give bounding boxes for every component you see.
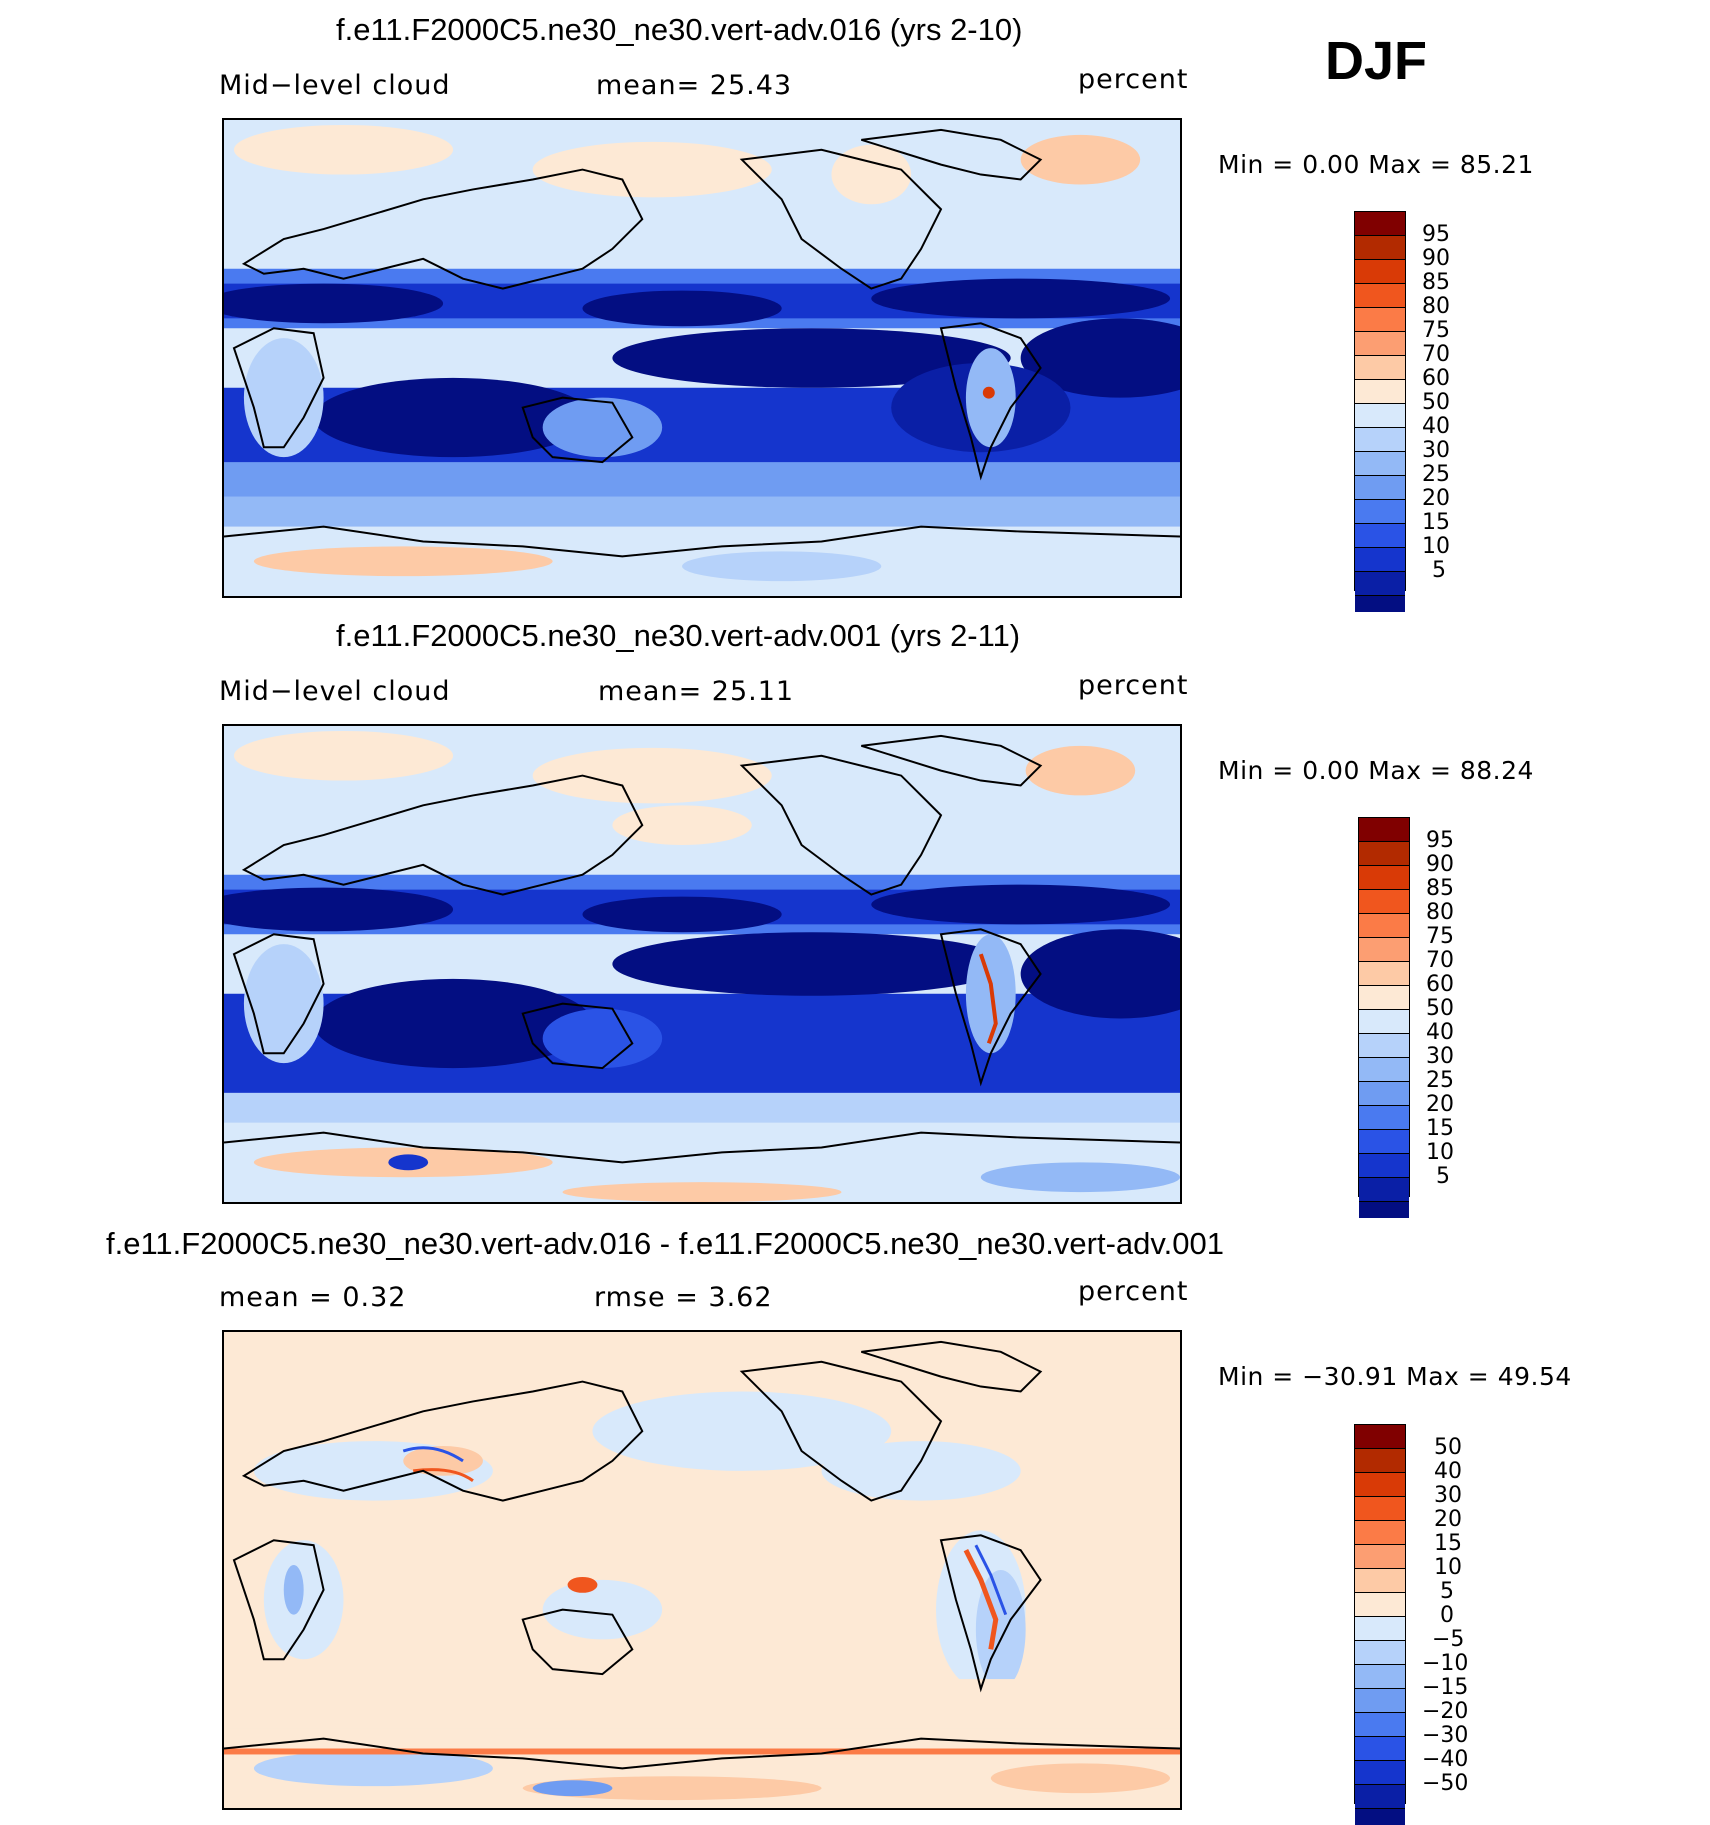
- panel3-colorbar-label: −20: [1422, 1699, 1469, 1724]
- panel3-colorbar-label: −5: [1432, 1627, 1465, 1652]
- panel1-colorbar-label: 75: [1422, 318, 1450, 343]
- panel2-colorbar-label: 50: [1426, 996, 1454, 1021]
- panel1-colorbar-label: 10: [1422, 534, 1450, 559]
- panel3-colorbar-label: −15: [1422, 1675, 1469, 1700]
- panel2-colorbar-label: 85: [1426, 876, 1454, 901]
- panel1-colorbar-label: 60: [1422, 366, 1450, 391]
- panel1-colorbar-label: 40: [1422, 414, 1450, 439]
- panel1-colorbar-label: 95: [1422, 222, 1450, 247]
- panel3-colorbar-label: −50: [1422, 1771, 1469, 1796]
- panel2-colorbar-label: 5: [1436, 1164, 1450, 1189]
- panel1-colorbar-label: 20: [1422, 486, 1450, 511]
- panel3-colorbar-label: −30: [1422, 1723, 1469, 1748]
- panel3-colorbar: [1354, 1424, 1406, 1825]
- panel3-mean-label: mean = 0.32: [219, 1282, 407, 1313]
- panel1-colorbar-label: 80: [1422, 294, 1450, 319]
- panel2-colorbar-label: 95: [1426, 828, 1454, 853]
- panel3-colorbar-label: 5: [1440, 1579, 1454, 1604]
- panel3-colorbar-label: 40: [1434, 1459, 1462, 1484]
- panel3-colorbar-label: 50: [1434, 1435, 1462, 1460]
- panel3-colorbar-label: 10: [1434, 1555, 1462, 1580]
- panel1-colorbar-label: 30: [1422, 438, 1450, 463]
- panel1-colorbar-label: 5: [1432, 558, 1446, 583]
- panel2-title: f.e11.F2000C5.ne30_ne30.vert-adv.001 (yr…: [336, 618, 1021, 653]
- panel1-map-field: [224, 120, 1180, 596]
- panel1-mean-label: mean= 25.43: [596, 70, 793, 101]
- panel3-colorbar-label: −40: [1422, 1747, 1469, 1772]
- panel1-colorbar-label: 15: [1422, 510, 1450, 535]
- panel2-colorbar-label: 60: [1426, 972, 1454, 997]
- panel1-colorbar-label: 70: [1422, 342, 1450, 367]
- panel1-map: [222, 118, 1182, 598]
- panel2-colorbar-label: 15: [1426, 1116, 1454, 1141]
- panel3-map: [222, 1330, 1182, 1810]
- panel1-colorbar-label: 85: [1422, 270, 1450, 295]
- season-label: DJF: [1325, 31, 1428, 91]
- panel2-colorbar-label: 30: [1426, 1044, 1454, 1069]
- panel1-colorbar-label: 90: [1422, 246, 1450, 271]
- panel2-colorbar-label: 90: [1426, 852, 1454, 877]
- panel1-units-label: percent: [1078, 64, 1189, 95]
- panel3-units-label: percent: [1078, 1276, 1189, 1307]
- panel1-title: f.e11.F2000C5.ne30_ne30.vert-adv.016 (yr…: [336, 12, 1023, 47]
- panel3-colorbar-label: 0: [1440, 1603, 1454, 1628]
- panel2-colorbar-label: 75: [1426, 924, 1454, 949]
- panel1-minmax: Min = 0.00 Max = 85.21: [1218, 150, 1534, 179]
- panel2-colorbar-label: 80: [1426, 900, 1454, 925]
- panel2-colorbar-label: 20: [1426, 1092, 1454, 1117]
- panel1-colorbar: [1354, 211, 1406, 612]
- panel2-colorbar: [1358, 817, 1410, 1218]
- panel3-minmax: Min = −30.91 Max = 49.54: [1218, 1362, 1572, 1391]
- panel3-map-field: [224, 1332, 1180, 1808]
- panel2-minmax: Min = 0.00 Max = 88.24: [1218, 756, 1534, 785]
- panel3-colorbar-label: 20: [1434, 1507, 1462, 1532]
- panel3-rmse-label: rmse = 3.62: [594, 1282, 773, 1313]
- panel2-mean-label: mean= 25.11: [598, 676, 795, 707]
- panel2-colorbar-label: 10: [1426, 1140, 1454, 1165]
- panel2-colorbar-label: 70: [1426, 948, 1454, 973]
- panel3-colorbar-label: 30: [1434, 1483, 1462, 1508]
- panel1-colorbar-label: 50: [1422, 390, 1450, 415]
- panel1-variable-label: Mid−level cloud: [219, 70, 451, 101]
- panel2-map-field: [224, 726, 1180, 1202]
- panel3-colorbar-label: 15: [1434, 1531, 1462, 1556]
- panel2-variable-label: Mid−level cloud: [219, 676, 451, 707]
- panel3-colorbar-label: −10: [1422, 1651, 1469, 1676]
- panel2-map: [222, 724, 1182, 1204]
- panel2-colorbar-label: 40: [1426, 1020, 1454, 1045]
- panel3-title: f.e11.F2000C5.ne30_ne30.vert-adv.016 - f…: [106, 1226, 1224, 1261]
- panel1-colorbar-label: 25: [1422, 462, 1450, 487]
- panel2-colorbar-label: 25: [1426, 1068, 1454, 1093]
- panel2-units-label: percent: [1078, 670, 1189, 701]
